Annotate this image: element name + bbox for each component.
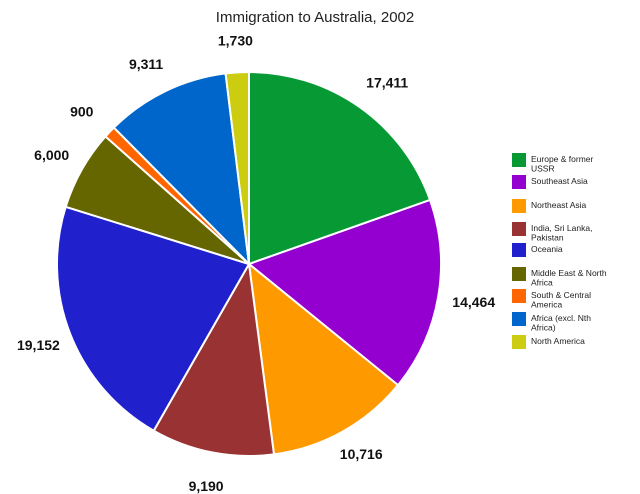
data-label-northeast-asia: 10,716 bbox=[340, 446, 383, 462]
legend-label: Africa (excl. Nth Africa) bbox=[531, 313, 591, 333]
pie-slice-africa-excl-nth-africa bbox=[112, 72, 251, 267]
pie-slice-northeast-asia bbox=[247, 261, 400, 456]
pie-slice-north-america bbox=[224, 70, 250, 265]
data-labels: 17,411 14,464 10,716 9,190 19,152 6,000 900 9,3… bbox=[17, 32, 495, 493]
legend-swatch bbox=[512, 222, 526, 236]
legend-swatch bbox=[512, 312, 526, 326]
legend-label: Oceania bbox=[531, 244, 563, 254]
legend-item-africa-excl-nth-africa: Africa (excl. Nth Africa) bbox=[512, 312, 591, 333]
legend-item-middle-east-north-africa: Middle East & North Africa bbox=[512, 267, 607, 288]
legend-item-southeast-asia: Southeast Asia bbox=[512, 175, 588, 189]
legend-label: Middle East & North Africa bbox=[531, 268, 607, 288]
legend-label: South & Central America bbox=[531, 290, 591, 310]
data-label-africa-excl-nth-africa: 9,311 bbox=[129, 56, 163, 72]
legend-label: India, Sri Lanka, Pakistan bbox=[531, 223, 592, 243]
chart-title: Immigration to Australia, 2002 bbox=[216, 9, 414, 26]
legend-label: Northeast Asia bbox=[531, 200, 587, 210]
legend-item-india-sri-lanka-pakistan: India, Sri Lanka, Pakistan bbox=[512, 222, 592, 243]
legend-swatch bbox=[512, 335, 526, 349]
legend-item-south-central-america: South & Central America bbox=[512, 289, 591, 310]
legend-label: Europe & former USSR bbox=[531, 154, 594, 174]
data-label-south-central-america: 900 bbox=[70, 103, 94, 119]
legend-label: North America bbox=[531, 336, 585, 346]
legend-item-oceania: Oceania bbox=[512, 243, 563, 257]
legend-swatch bbox=[512, 267, 526, 281]
legend-item-europe-former-ussr: Europe & former USSR bbox=[512, 153, 594, 174]
legend-swatch bbox=[512, 243, 526, 257]
legend-item-northeast-asia: Northeast Asia bbox=[512, 199, 587, 213]
legend-label: Southeast Asia bbox=[531, 176, 588, 186]
pie-slice-oceania bbox=[56, 205, 251, 433]
legend-item-north-america: North America bbox=[512, 335, 585, 349]
pie-slices bbox=[56, 70, 443, 457]
data-label-oceania: 19,152 bbox=[17, 337, 60, 353]
data-label-india-sri-lanka-pakistan: 9,190 bbox=[189, 478, 224, 494]
data-label-europe-former-ussr: 17,411 bbox=[366, 75, 408, 91]
data-label-middle-east-north-africa: 6,000 bbox=[34, 147, 69, 163]
data-label-north-america: 1,730 bbox=[218, 32, 253, 48]
pie-slice-europe-former-ussr bbox=[248, 70, 432, 266]
data-label-southeast-asia: 14,464 bbox=[452, 294, 495, 310]
pie-slice-india-sri-lanka-pakistan bbox=[152, 260, 276, 457]
legend-swatch bbox=[512, 153, 526, 167]
legend-swatch bbox=[512, 199, 526, 213]
legend-swatch bbox=[512, 175, 526, 189]
pie-slice-southeast-asia bbox=[246, 198, 443, 387]
legend-swatch bbox=[512, 289, 526, 303]
legend: Europe & former USSR Southeast Asia Northea… bbox=[512, 153, 607, 349]
